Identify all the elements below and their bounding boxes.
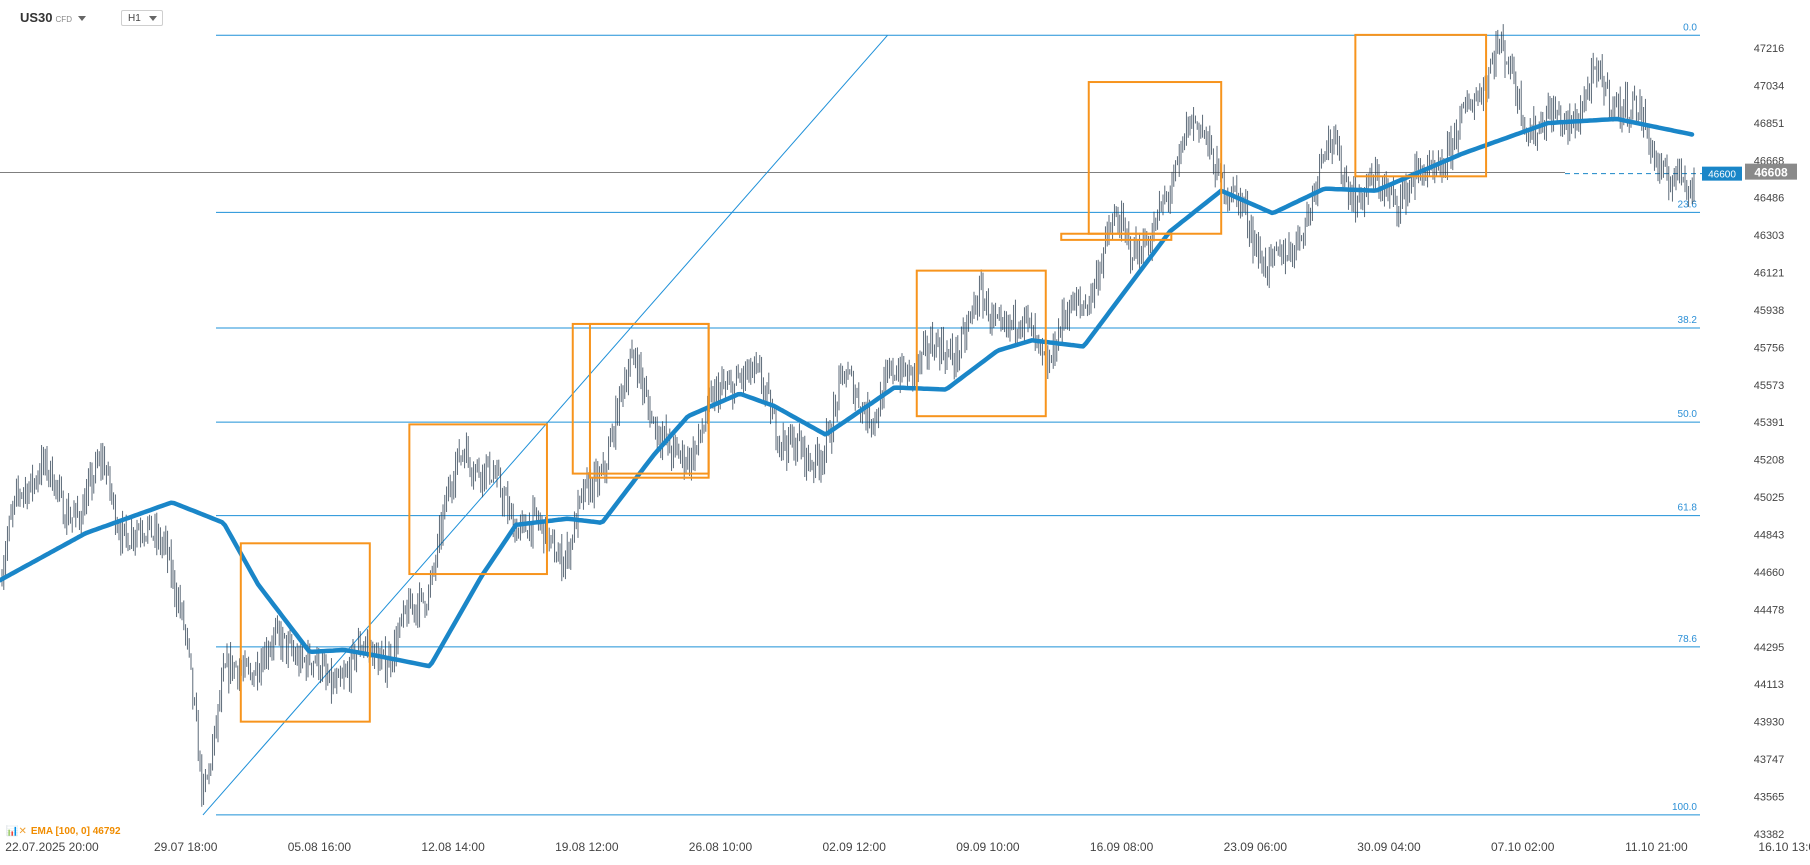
time-tick-label: 11.10 21:00 (1625, 840, 1688, 854)
chevron-down-icon (149, 16, 157, 21)
time-tick-label: 12.08 14:00 (421, 840, 485, 854)
time-tick-label: 16.10 13:00 (1758, 840, 1810, 854)
rectangle-drawing (1354, 33, 1488, 178)
price-axis[interactable]: 4721647034468514666846486463034612145938… (1754, 43, 1785, 841)
price-tick-label: 47034 (1754, 80, 1785, 92)
ask-price-tag (1702, 166, 1742, 181)
time-tick-label: 09.09 10:00 (956, 840, 1020, 854)
rectangle-drawing (408, 423, 548, 576)
rectangle-drawing (588, 322, 710, 479)
fib-level-label: 23.6 (1678, 199, 1698, 210)
fib-level-label: 0.0 (1683, 22, 1697, 33)
chart-toolbar: US30 CFD H1 (0, 0, 400, 36)
time-tick-label: 05.08 16:00 (288, 840, 352, 854)
rectangle-drawing (239, 542, 371, 723)
price-tick-label: 43930 (1754, 717, 1785, 729)
time-tick-label: 26.08 10:00 (689, 840, 753, 854)
time-tick-label: 19.08 12:00 (555, 840, 619, 854)
price-tick-label: 45938 (1754, 305, 1785, 317)
timeframe-dropdown[interactable]: H1 (121, 10, 163, 26)
fib-level-label: 61.8 (1678, 503, 1698, 514)
rectangle-drawing (571, 322, 710, 475)
indicator-settings-icon[interactable]: 📊✕ (6, 826, 27, 837)
price-tick-label: 45391 (1754, 417, 1785, 429)
ask-price-label: 46600 (1708, 170, 1736, 181)
symbol-name: US30 (20, 10, 53, 25)
time-tick-label: 30.09 04:00 (1357, 840, 1421, 854)
time-tick-label: 16.09 08:00 (1090, 840, 1154, 854)
ema-path (0, 116, 1695, 669)
price-tick-label: 45025 (1754, 492, 1785, 504)
price-tick-label: 43565 (1754, 791, 1785, 803)
rectangle-drawing (1087, 81, 1223, 235)
price-tick-label: 45573 (1754, 380, 1785, 392)
price-tick-label: 44113 (1754, 679, 1784, 691)
price-tick-label: 47216 (1754, 43, 1785, 55)
time-tick-label: 23.09 06:00 (1224, 840, 1288, 854)
price-tick-label: 46303 (1754, 230, 1785, 242)
chevron-down-icon (77, 16, 86, 22)
timeframe-value: H1 (128, 13, 141, 24)
price-tick-label: 44660 (1754, 567, 1785, 579)
time-tick-label: 29.07 18:00 (154, 840, 218, 854)
price-tick-label: 43382 (1754, 829, 1785, 841)
fib-level-label: 38.2 (1678, 315, 1698, 326)
ema-label-text: EMA [100, 0] 46792 (30, 826, 121, 837)
price-tick-label: 44478 (1754, 604, 1785, 616)
time-tick-label: 22.07.2025 20:00 (5, 840, 99, 854)
price-tick-label: 45756 (1754, 342, 1785, 354)
price-tick-label: 46486 (1754, 193, 1785, 205)
fib-level-label: 100.0 (1672, 802, 1697, 813)
fibonacci-retracement[interactable]: 0.0 23.6 38.2 50.0 61.8 78.6 100.0 (216, 22, 1700, 816)
last-price-tag (1745, 163, 1797, 180)
price-tick-label: 44843 (1754, 529, 1785, 541)
price-tick-label: 43747 (1754, 754, 1785, 766)
time-axis[interactable]: 22.07.2025 20:00 29.07 18:00 05.08 16:00 12… (5, 840, 1810, 854)
price-tick-label: 46121 (1754, 267, 1785, 279)
symbol-type: CFD (55, 15, 72, 24)
rectangle-drawings[interactable] (239, 33, 1488, 723)
last-price-label: 46608 (1754, 166, 1788, 180)
symbol-selector[interactable]: US30 CFD (20, 10, 86, 25)
ema-indicator-label[interactable]: 📊✕ EMA [100, 0] 46792 (6, 826, 121, 837)
price-line (0, 172, 1720, 175)
price-tick-label: 46851 (1754, 118, 1785, 130)
ema-line (0, 116, 1695, 669)
time-tick-label: 02.09 12:00 (822, 840, 886, 854)
price-tags: 46600 46608 (1702, 163, 1797, 181)
time-tick-label: 07.10 02:00 (1491, 840, 1555, 854)
price-tick-label: 44295 (1754, 642, 1785, 654)
candles (1, 24, 1695, 807)
price-tick-label: 45208 (1754, 455, 1785, 467)
fib-level-label: 78.6 (1678, 634, 1698, 645)
fib-level-label: 50.0 (1678, 409, 1698, 420)
rectangle-drawing (915, 269, 1047, 418)
